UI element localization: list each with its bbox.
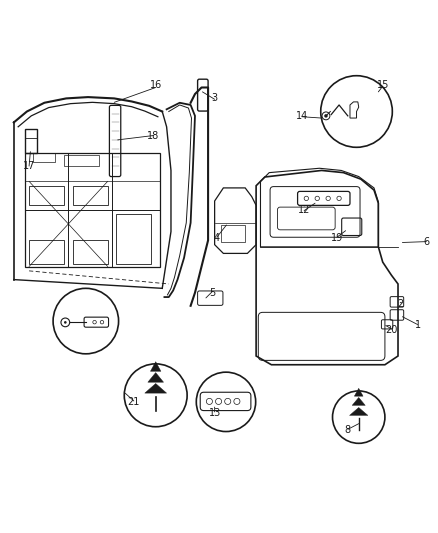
- Text: 16: 16: [149, 80, 162, 90]
- Text: 12: 12: [298, 205, 311, 215]
- Bar: [25, 153, 160, 266]
- Circle shape: [324, 114, 328, 118]
- Text: 21: 21: [127, 397, 140, 407]
- Bar: [73, 240, 108, 264]
- Text: 20: 20: [385, 325, 398, 335]
- Bar: [33, 153, 55, 161]
- Text: 17: 17: [23, 161, 35, 171]
- Text: 4: 4: [214, 233, 220, 243]
- Bar: [117, 214, 151, 264]
- Circle shape: [64, 321, 67, 324]
- Text: 18: 18: [147, 131, 159, 141]
- Text: 19: 19: [331, 233, 343, 243]
- Bar: [25, 129, 37, 153]
- Text: 3: 3: [212, 93, 218, 103]
- Text: 13: 13: [208, 408, 221, 418]
- Bar: [29, 240, 64, 264]
- Polygon shape: [145, 384, 166, 393]
- Polygon shape: [150, 362, 161, 372]
- Text: 8: 8: [345, 425, 351, 435]
- Polygon shape: [148, 373, 163, 382]
- Bar: [64, 155, 99, 166]
- Text: 15: 15: [377, 80, 389, 90]
- Bar: [29, 185, 64, 205]
- Text: 1: 1: [415, 320, 421, 330]
- Polygon shape: [352, 398, 365, 405]
- Bar: [73, 185, 108, 205]
- Polygon shape: [354, 389, 363, 396]
- Polygon shape: [350, 408, 368, 415]
- Text: 6: 6: [424, 238, 429, 247]
- Text: 5: 5: [209, 288, 215, 298]
- Text: 14: 14: [296, 111, 308, 121]
- Text: 2: 2: [397, 298, 403, 309]
- Bar: [221, 225, 245, 243]
